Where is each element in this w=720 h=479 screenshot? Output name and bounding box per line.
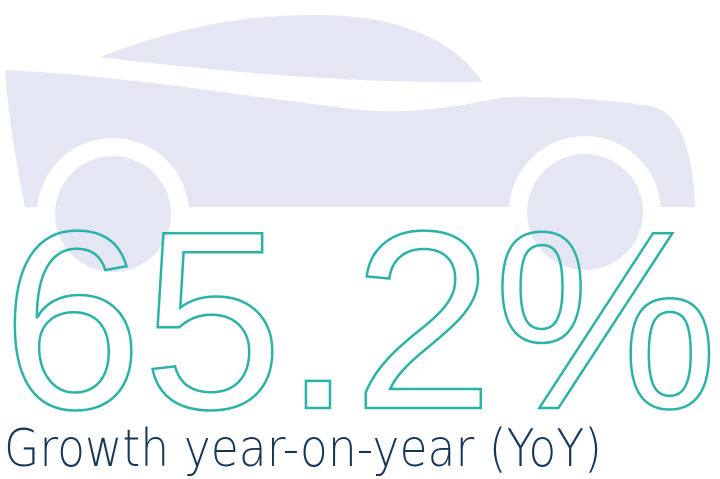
stat-label: Growth year-on-year (YoY) (4, 419, 602, 479)
wheel (527, 154, 643, 270)
car-silhouette (5, 14, 695, 290)
car-window (100, 14, 482, 83)
wheel (55, 156, 171, 272)
stat-value: 65.2% (2, 178, 718, 462)
